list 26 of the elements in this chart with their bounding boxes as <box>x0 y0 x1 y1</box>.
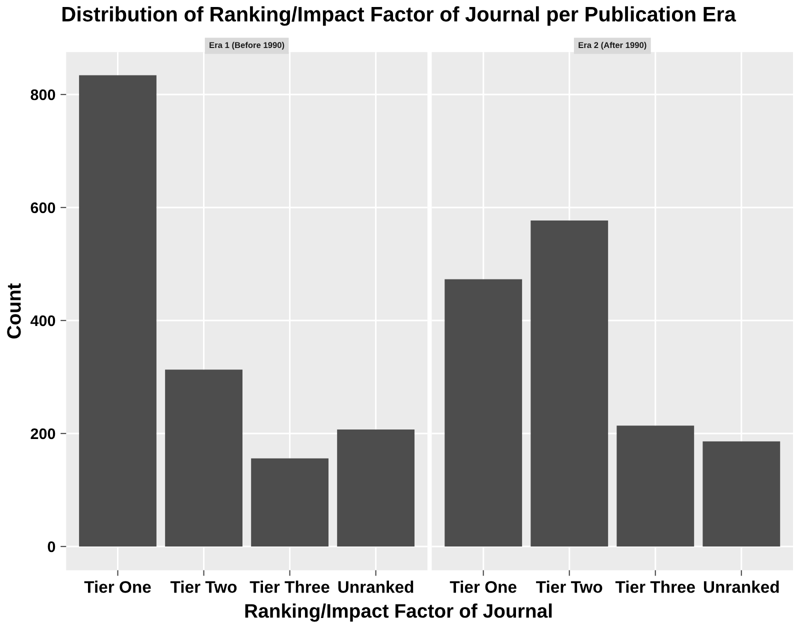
x-axis-title: Ranking/Impact Factor of Journal <box>245 604 552 622</box>
bar <box>79 75 156 546</box>
x-tick-label: Tier Three <box>615 580 695 593</box>
x-tick-label: Tier One <box>84 580 151 593</box>
bar <box>702 441 780 546</box>
y-tick-label: 800 <box>30 89 56 100</box>
chart-title: Distribution of Ranking/Impact Factor of Journal per Publication Era <box>62 6 736 26</box>
bar <box>616 426 694 546</box>
x-tick-label: Tier Two <box>536 580 602 593</box>
x-tick-label: Tier One <box>450 580 516 593</box>
y-tick-label: 200 <box>30 428 56 440</box>
bar <box>337 430 415 546</box>
x-tick-label: Unranked <box>338 580 414 593</box>
y-axis-title: Count <box>7 283 21 338</box>
chart-subtitle: Era 2 (After 1990) <box>578 42 646 50</box>
y-tick-label: 0 <box>48 541 56 552</box>
x-tick-label: Tier Two <box>170 580 237 593</box>
y-tick-label: 600 <box>30 202 56 214</box>
bar <box>165 370 242 546</box>
x-tick-label: Tier Three <box>250 580 330 593</box>
x-tick-label: Unranked <box>704 580 779 593</box>
y-tick-label: 400 <box>30 315 56 326</box>
chart-subtitle: Era 1 (Before 1990) <box>210 42 284 50</box>
bar <box>530 220 608 546</box>
bar <box>251 458 328 546</box>
bar <box>444 279 522 546</box>
